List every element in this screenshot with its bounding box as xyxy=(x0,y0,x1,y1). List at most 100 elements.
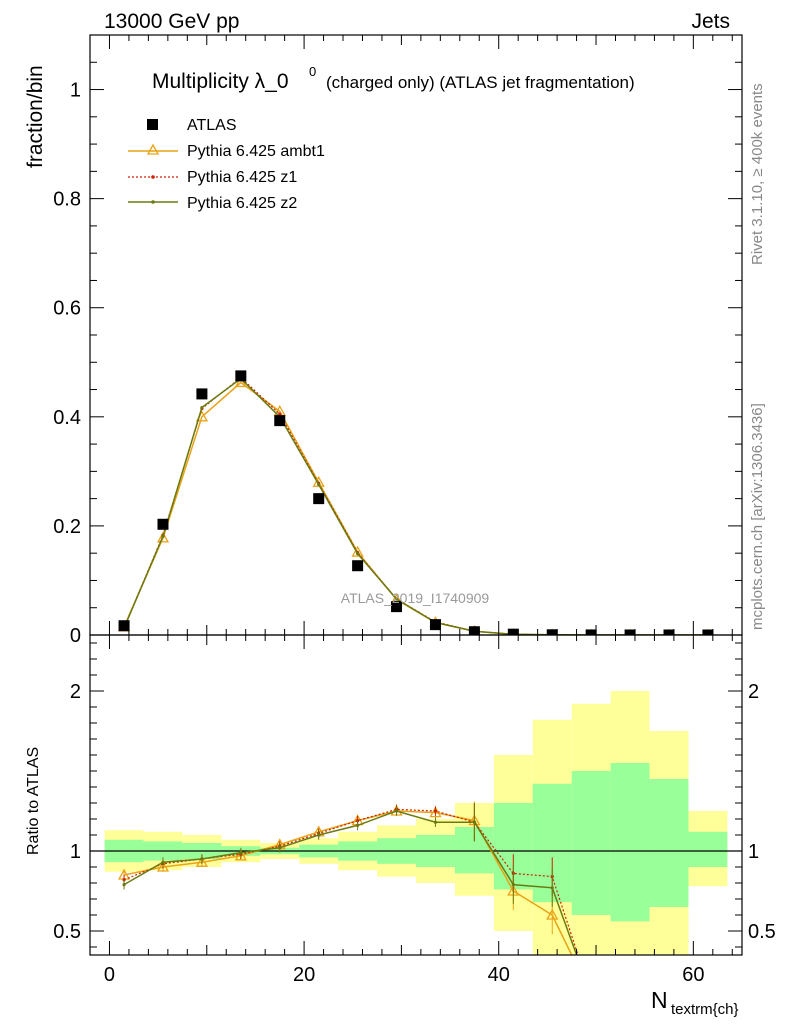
ratio-band-inner xyxy=(571,771,611,915)
main-ytick-label: 1 xyxy=(70,80,81,102)
ratio-ytick-label-right: 0.5 xyxy=(748,921,776,943)
legend-marker-z1 xyxy=(151,175,155,179)
main-marker-atlas xyxy=(624,629,636,635)
main-marker-atlas xyxy=(274,415,286,427)
main-ytick-label: 0 xyxy=(70,625,81,647)
source-label: mcplots.cern.ch [arXiv:1306.3436] xyxy=(749,403,766,630)
ratio-line-series-2 xyxy=(123,810,578,955)
main-marker-atlas xyxy=(196,388,208,400)
ratio-band-inner xyxy=(649,779,689,907)
main-marker-series-3 xyxy=(161,534,165,538)
ratio-marker-series-2 xyxy=(122,883,126,887)
main-marker-atlas xyxy=(313,493,325,505)
ratio-marker-ambt1 xyxy=(546,908,559,920)
ratio-ytick-label-right: 2 xyxy=(748,681,759,703)
ratio-xtick-label: 60 xyxy=(682,964,704,986)
main-marker-atlas xyxy=(468,626,480,635)
main-marker-atlas xyxy=(429,619,441,631)
ratio-line-series-0 xyxy=(123,810,573,955)
ratio-marker-series-2 xyxy=(550,886,554,890)
legend: ATLAS Pythia 6.425 ambt1 Pythia 6.425 z1… xyxy=(128,117,325,212)
legend-marker-ambt1 xyxy=(146,143,160,155)
main-marker-atlas xyxy=(507,628,519,635)
main-marker-atlas xyxy=(118,620,130,632)
ratio-marker-series-2 xyxy=(472,820,476,824)
ratio-ticks: 0.5 0.51 12 20 20 40 60 xyxy=(53,635,776,986)
ratio-plot-area xyxy=(90,691,742,955)
ratio-marker-ambt1 xyxy=(234,849,247,861)
xlabel-main: N xyxy=(651,987,668,1013)
main-marker-series-3 xyxy=(317,482,321,487)
main-marker-atlas xyxy=(235,370,247,382)
ratio-line-series-1 xyxy=(123,808,579,955)
ratio-band-inner xyxy=(610,763,650,922)
legend-item-ambt1: Pythia 6.425 ambt1 xyxy=(128,143,325,160)
main-ytick-label: 0.4 xyxy=(53,407,81,429)
main-line-series-3 xyxy=(123,377,708,635)
main-ytick-label: 0.8 xyxy=(53,189,81,211)
ratio-ytick-label: 0.5 xyxy=(53,921,81,943)
main-marker-atlas xyxy=(663,629,675,635)
legend-marker-z2 xyxy=(151,200,155,204)
main-marker-atlas xyxy=(391,601,403,613)
main-marker-series-3 xyxy=(200,405,204,410)
main-marker-ambt1 xyxy=(156,531,170,543)
ratio-band-inner xyxy=(688,831,728,867)
watermark: ATLAS_2019_I1740909 xyxy=(341,590,490,606)
main-ytick-label: 0.6 xyxy=(53,298,81,320)
ratio-marker-series-1 xyxy=(433,809,438,813)
main-marker-series-3 xyxy=(394,597,399,601)
main-marker-atlas xyxy=(352,560,364,572)
ratio-marker-ambt1 xyxy=(156,860,170,872)
legend-item-atlas: ATLAS xyxy=(147,117,237,134)
ratio-marker-series-2 xyxy=(317,833,321,837)
ratio-marker-series-2 xyxy=(511,883,515,887)
ratio-ytick-label: 1 xyxy=(70,841,81,863)
ratio-marker-series-2 xyxy=(239,851,243,855)
legend-label-z2: Pythia 6.425 z2 xyxy=(187,195,297,212)
ratio-xtick-label: 0 xyxy=(104,964,115,986)
main-marker-atlas xyxy=(702,629,714,635)
ratio-marker-series-2 xyxy=(161,860,165,864)
ratio-ytick-label: 2 xyxy=(70,681,81,703)
ratio-marker-series-2 xyxy=(200,857,204,861)
main-marker-ambt1 xyxy=(351,545,364,557)
main-marker-atlas xyxy=(157,518,169,530)
legend-label-ambt1: Pythia 6.425 ambt1 xyxy=(187,143,325,160)
title-superscript: 0 xyxy=(309,64,316,79)
ratio-ytick-label-right: 1 xyxy=(748,841,759,863)
ratio-frame xyxy=(89,634,743,956)
ratio-marker-series-2 xyxy=(278,846,282,850)
main-marker-series-2 xyxy=(278,412,282,416)
legend-item-z2: Pythia 6.425 z2 xyxy=(128,195,297,212)
ratio-marker-series-2 xyxy=(394,809,399,813)
ratio-ylabel: Ratio to ATLAS xyxy=(25,747,42,855)
title-suffix: (charged only) (ATLAS jet fragmentation) xyxy=(326,73,635,92)
legend-label-z1: Pythia 6.425 z1 xyxy=(187,169,297,186)
title-main: Multiplicity λ_0 xyxy=(152,70,289,93)
main-ylabel: fraction/bin xyxy=(24,65,47,168)
energy-label: 13000 GeV pp xyxy=(104,10,239,33)
legend-marker-atlas xyxy=(147,119,158,130)
ratio-xtick-label: 20 xyxy=(293,964,315,986)
legend-item-z1: Pythia 6.425 z1 xyxy=(128,169,297,186)
x-axis-label: N textrm{ch} xyxy=(651,987,739,1018)
rivet-label: Rivet 3.1.10, ≥ 400k events xyxy=(749,83,766,265)
legend-label-atlas: ATLAS xyxy=(187,117,237,134)
main-marker-ambt1 xyxy=(312,475,325,487)
category-label: Jets xyxy=(691,10,730,33)
main-title: Multiplicity λ_0 0 (charged only) (ATLAS… xyxy=(152,64,635,93)
main-x-tickmarks xyxy=(108,35,733,635)
main-y-ticks: 0 0.2 0.4 0.6 0.8 1 xyxy=(53,61,742,647)
ratio-marker-series-2 xyxy=(356,823,360,828)
main-ytick-label: 0.2 xyxy=(53,516,81,538)
main-marker-atlas xyxy=(585,629,597,635)
main-panel: 0 0.2 0.4 0.6 0.8 1 fraction/bin Multiplicity… xyxy=(24,34,743,647)
ratio-xtick-label: 40 xyxy=(488,964,510,986)
main-marker-atlas xyxy=(546,629,558,635)
main-marker-series-3 xyxy=(356,552,360,556)
ratio-marker-ambt1 xyxy=(195,855,209,867)
xlabel-sub: textrm{ch} xyxy=(671,1001,739,1018)
ratio-marker-series-2 xyxy=(433,820,438,824)
